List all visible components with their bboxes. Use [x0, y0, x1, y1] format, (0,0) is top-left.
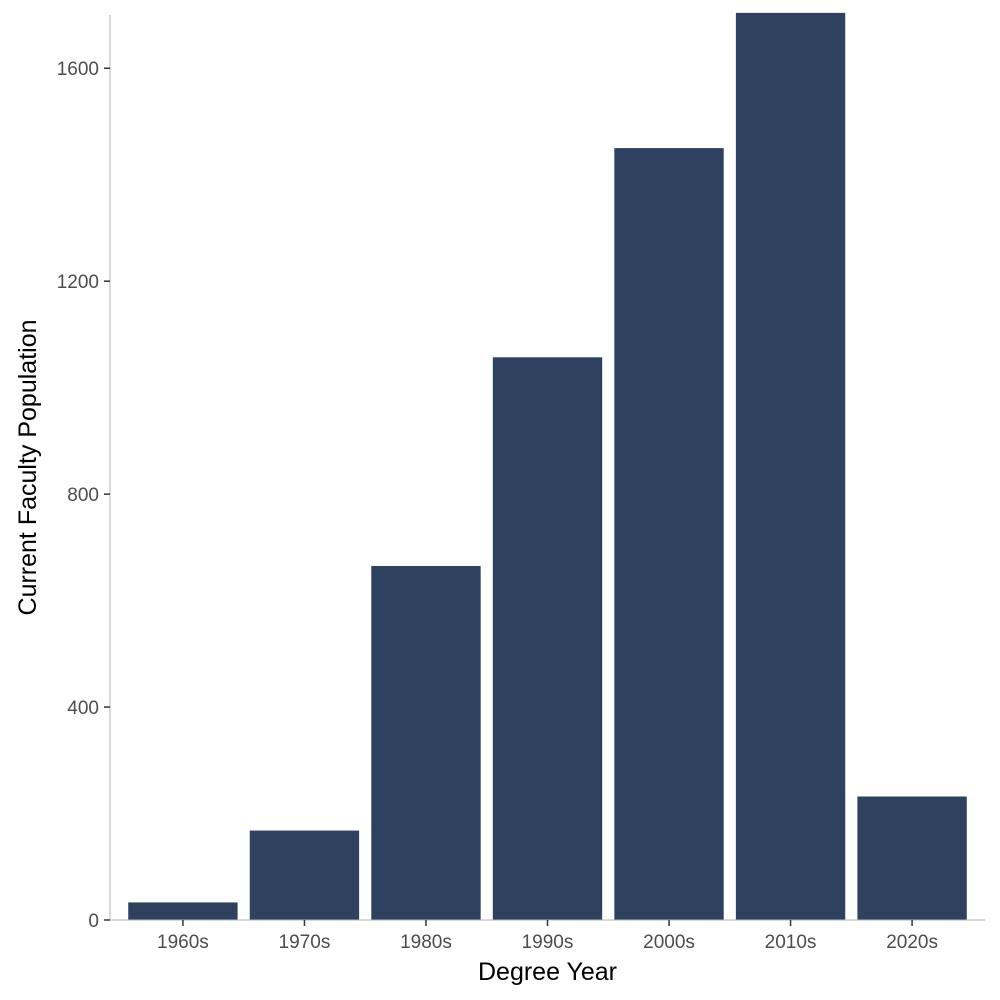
y-ticks: 0 400 800 1200 1600 [57, 59, 110, 932]
x-tick-label: 1970s [279, 932, 331, 953]
x-tick-label: 2000s [643, 932, 695, 953]
x-axis-title: Degree Year [478, 958, 617, 986]
bar-1960s [128, 902, 238, 920]
bar-2010s [735, 12, 846, 920]
y-tick-label: 800 [67, 485, 99, 506]
bar-1990s [492, 357, 603, 920]
y-tick-label: 400 [67, 698, 99, 719]
x-ticks: 1960s 1970s 1980s 1990s 2000s 2010s 2020s [157, 920, 938, 953]
y-tick-label: 1600 [57, 59, 99, 80]
bar-2000s [614, 148, 724, 920]
bars-layer [128, 12, 967, 920]
y-tick-label: 1200 [57, 272, 99, 293]
y-tick-label: 0 [88, 911, 99, 932]
x-tick-label: 1960s [157, 932, 209, 953]
bar-1970s [249, 830, 360, 920]
y-axis-title: Current Faculty Population [14, 320, 42, 616]
x-tick-label: 2020s [886, 932, 938, 953]
x-tick-label: 2010s [765, 932, 817, 953]
bar-2020s [857, 796, 967, 920]
bar-1980s [371, 565, 481, 920]
x-tick-label: 1990s [522, 932, 574, 953]
x-tick-label: 1980s [400, 932, 452, 953]
